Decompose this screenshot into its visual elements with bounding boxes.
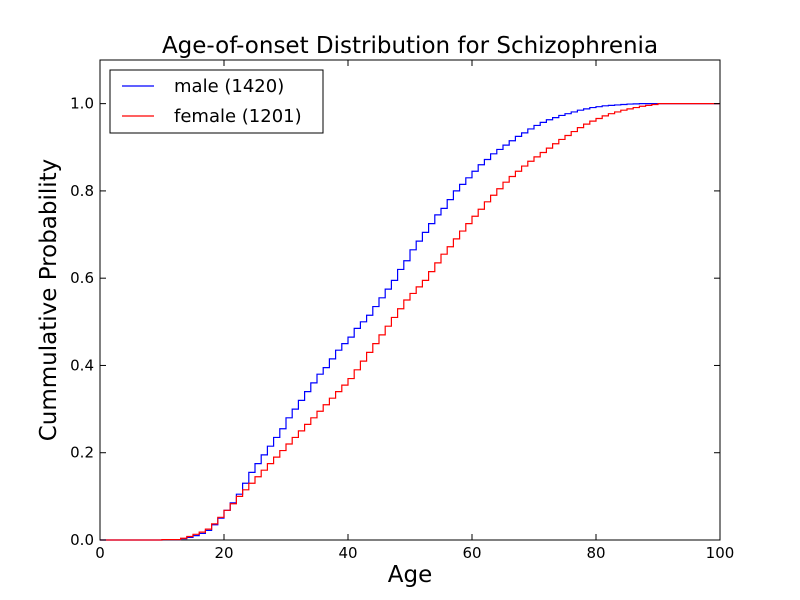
- tick-layer: 0 20 40 60 80 100 0.0 0.2 0.4 0.6 0.8 1.0: [70, 60, 734, 562]
- legend-label-female: female (1201): [174, 106, 302, 127]
- y-tick-label: 0.0: [70, 531, 94, 549]
- y-tick-label: 0.8: [70, 182, 94, 200]
- y-tick-label: 0.2: [70, 444, 94, 462]
- plot-area: 0 20 40 60 80 100 0.0 0.2 0.4 0.6 0.8 1.0: [70, 59, 734, 562]
- chart-title: Age-of-onset Distribution for Schizophre…: [162, 33, 658, 59]
- x-tick-label: 20: [214, 544, 233, 562]
- y-tick-label: 0.6: [70, 269, 94, 287]
- y-tick-label: 1.0: [70, 95, 94, 113]
- legend: male (1420) female (1201): [109, 69, 324, 134]
- x-tick-label: 60: [462, 544, 481, 562]
- x-tick-label: 0: [95, 544, 105, 562]
- series-line-1: [100, 103, 720, 541]
- y-tick-label: 0.4: [70, 356, 94, 374]
- series-layer: [100, 103, 720, 541]
- legend-label-male: male (1420): [174, 76, 284, 97]
- x-tick-label: 40: [338, 544, 357, 562]
- x-tick-label: 100: [706, 544, 735, 562]
- legend-box: [109, 69, 324, 134]
- y-axis-label: Cummulative Probability: [36, 159, 62, 442]
- x-axis-label: Age: [388, 562, 432, 588]
- series-line-0: [100, 103, 720, 541]
- x-tick-label: 80: [586, 544, 605, 562]
